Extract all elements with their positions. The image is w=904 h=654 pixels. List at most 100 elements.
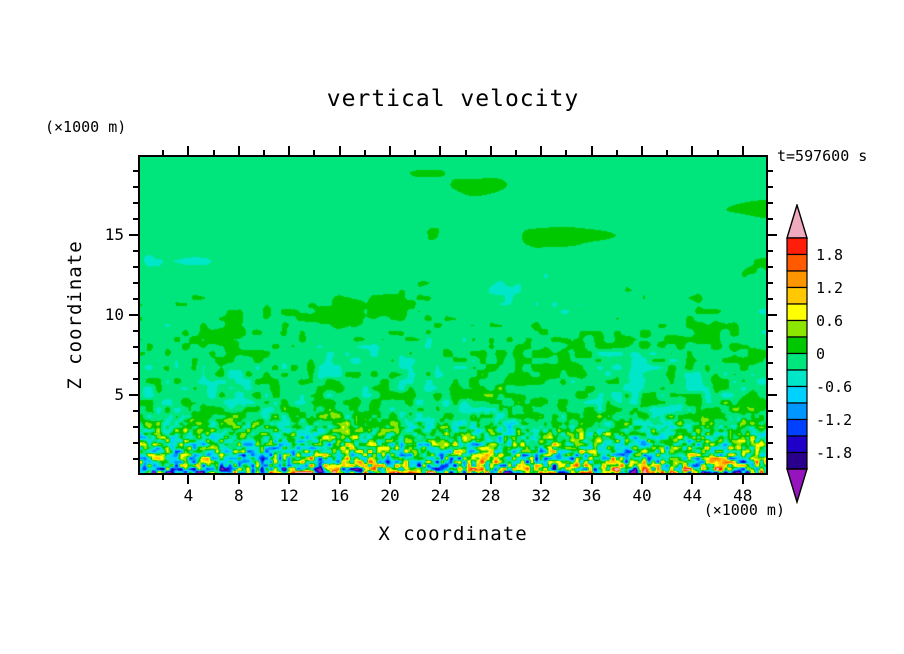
x-tick-label: 16 xyxy=(329,486,350,505)
colorbar-tick-label: -0.6 xyxy=(816,377,853,396)
y-minor-tick xyxy=(768,362,773,364)
y-minor-tick xyxy=(133,282,138,284)
y-major-tick xyxy=(129,314,138,316)
x-major-tick xyxy=(187,475,189,484)
x-major-tick xyxy=(288,146,290,155)
colorbar-band xyxy=(786,336,808,355)
x-tick-label: 36 xyxy=(581,486,602,505)
y-minor-tick xyxy=(768,202,773,204)
y-minor-tick xyxy=(768,298,773,300)
y-minor-tick xyxy=(768,442,773,444)
x-major-tick xyxy=(742,146,744,155)
colorbar-band xyxy=(786,237,808,256)
colorbar-tick-label: 0.6 xyxy=(816,311,844,330)
x-major-tick xyxy=(389,146,391,155)
y-minor-tick xyxy=(768,458,773,460)
y-minor-tick xyxy=(133,266,138,268)
colorbar-band xyxy=(786,385,808,404)
x-minor-tick xyxy=(414,475,416,480)
y-minor-tick xyxy=(768,346,773,348)
y-minor-tick xyxy=(133,426,138,428)
x-tick-label: 8 xyxy=(233,486,244,505)
colorbar-band xyxy=(786,352,808,371)
y-minor-tick xyxy=(768,378,773,380)
x-minor-tick xyxy=(515,150,517,155)
x-major-tick xyxy=(540,146,542,155)
y-minor-tick xyxy=(133,442,138,444)
y-minor-tick xyxy=(133,186,138,188)
colorbar-tick-label: 1.8 xyxy=(816,245,844,264)
y-major-tick xyxy=(768,314,777,316)
x-minor-tick xyxy=(616,475,618,480)
colorbar-band xyxy=(786,402,808,421)
colorbar-band xyxy=(786,253,808,272)
y-major-tick xyxy=(768,394,777,396)
y-minor-tick xyxy=(768,266,773,268)
colorbar-band xyxy=(786,270,808,289)
colorbar-band xyxy=(786,303,808,322)
x-minor-tick xyxy=(263,475,265,480)
y-minor-tick xyxy=(768,330,773,332)
y-minor-tick xyxy=(768,250,773,252)
y-minor-tick xyxy=(768,426,773,428)
timestamp-label: t=597600 s xyxy=(777,147,868,165)
x-tick-label: 40 xyxy=(632,486,652,505)
x-minor-tick xyxy=(717,475,719,480)
colorbar-band xyxy=(786,435,808,454)
x-minor-tick xyxy=(162,150,164,155)
y-minor-tick xyxy=(768,186,773,188)
x-axis-unit: (×1000 m) xyxy=(703,501,785,519)
x-major-tick xyxy=(540,475,542,484)
y-minor-tick xyxy=(768,170,773,172)
colorbar-band xyxy=(786,418,808,437)
x-major-tick xyxy=(691,475,693,484)
x-minor-tick xyxy=(213,475,215,480)
x-tick-label: 48 xyxy=(733,486,753,505)
x-major-tick xyxy=(288,475,290,484)
x-major-tick xyxy=(439,146,441,155)
x-tick-label: 28 xyxy=(481,486,501,505)
y-minor-tick xyxy=(133,410,138,412)
x-minor-tick xyxy=(364,150,366,155)
chart-title: vertical velocity xyxy=(326,86,580,112)
y-tick-label: 10 xyxy=(104,305,124,324)
x-minor-tick xyxy=(313,150,315,155)
y-minor-tick xyxy=(133,250,138,252)
x-tick-label: 20 xyxy=(380,486,400,505)
colorbar-band xyxy=(786,451,808,470)
y-minor-tick xyxy=(133,330,138,332)
x-minor-tick xyxy=(364,475,366,480)
x-minor-tick xyxy=(414,150,416,155)
x-major-tick xyxy=(439,475,441,484)
y-major-tick xyxy=(129,394,138,396)
colorbar-tick-label: -1.2 xyxy=(816,410,853,429)
y-minor-tick xyxy=(133,298,138,300)
x-major-tick xyxy=(641,146,643,155)
x-major-tick xyxy=(490,146,492,155)
x-minor-tick xyxy=(263,150,265,155)
x-minor-tick xyxy=(666,475,668,480)
colorbar-under-arrow xyxy=(786,468,808,505)
x-minor-tick xyxy=(515,475,517,480)
z-axis-unit: (×1000 m) xyxy=(45,118,127,136)
colorbar-tick-label: 1.2 xyxy=(816,278,844,297)
x-major-tick xyxy=(742,475,744,484)
colorbar-svg xyxy=(786,202,808,505)
colorbar xyxy=(786,202,808,508)
y-minor-tick xyxy=(133,170,138,172)
x-tick-label: 32 xyxy=(531,486,551,505)
x-tick-label: 4 xyxy=(183,486,194,505)
x-major-tick xyxy=(339,475,341,484)
colorbar-tick-label: -1.8 xyxy=(816,443,853,462)
y-major-tick xyxy=(129,234,138,236)
colorbar-tick-label: 0 xyxy=(816,344,826,363)
x-minor-tick xyxy=(717,150,719,155)
colorbar-over-arrow xyxy=(786,202,808,239)
y-minor-tick xyxy=(768,410,773,412)
y-minor-tick xyxy=(133,346,138,348)
x-minor-tick xyxy=(465,475,467,480)
z-axis-label: Z coordinate xyxy=(64,240,86,390)
x-minor-tick xyxy=(162,475,164,480)
x-major-tick xyxy=(238,475,240,484)
